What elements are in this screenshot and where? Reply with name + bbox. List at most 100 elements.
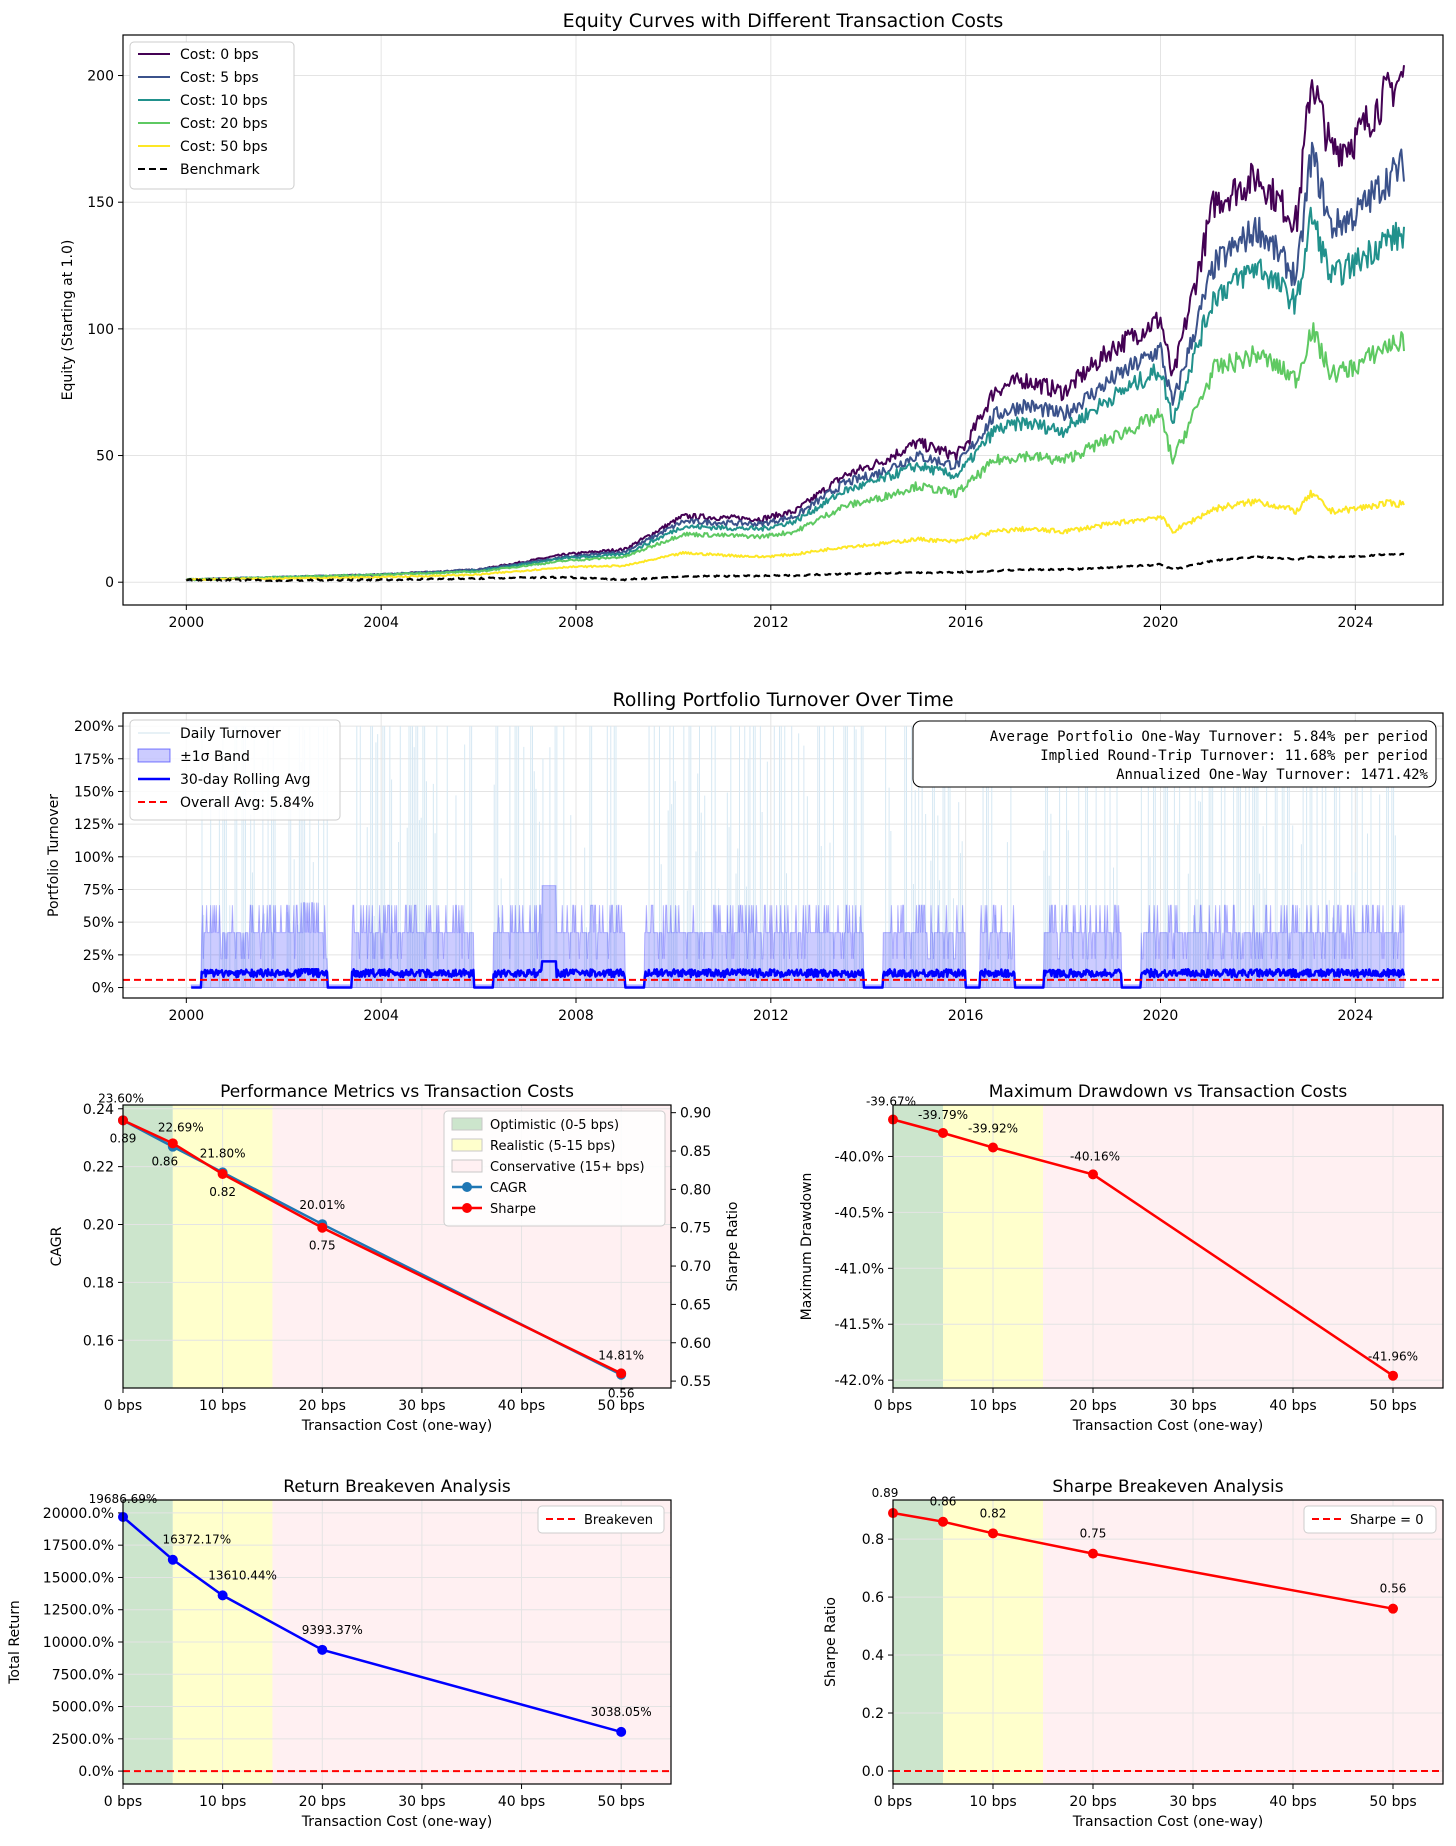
sharpe-point	[217, 1169, 228, 1180]
equity-line-2	[186, 206, 1405, 582]
x-tick-label: 0 bps	[874, 1398, 912, 1414]
x-tick-label: 2016	[948, 615, 984, 631]
x-tick-label: 10 bps	[199, 1398, 246, 1414]
y-tick-label: 0.4	[862, 1648, 884, 1664]
y-tick-label: 125%	[74, 817, 114, 833]
sharpe-point	[317, 1222, 328, 1233]
y-tick-label: 0.0%	[78, 1764, 114, 1780]
turnover-axes-frame	[122, 712, 1444, 999]
x-tick-label: 10 bps	[969, 1794, 1016, 1810]
cagr-data-label: 20.01%	[299, 1198, 345, 1212]
legend-marker	[462, 1182, 472, 1192]
data-label: -39.92%	[968, 1122, 1018, 1136]
y-tick-label: 0.18	[83, 1275, 114, 1291]
legend-label: Cost: 5 bps	[180, 70, 259, 86]
cagr-data-label: 21.80%	[200, 1146, 246, 1160]
data-label: -39.79%	[918, 1108, 968, 1122]
legend-label: ±1σ Band	[180, 749, 250, 765]
data-point	[1088, 1548, 1098, 1559]
chart-title: Equity Curves with Different Transaction…	[563, 10, 1004, 32]
x-tick-label: 2024	[1338, 1008, 1374, 1024]
sharpe-data-label: 0.56	[608, 1386, 635, 1400]
x-tick-label: 20 bps	[299, 1794, 346, 1810]
legend-label: Cost: 50 bps	[180, 139, 268, 155]
equity-legend: Cost: 0 bps Cost: 5 bps Cost: 10 bps Cost: …	[129, 41, 295, 190]
chart-title: Rolling Portfolio Turnover Over Time	[612, 689, 953, 711]
y-axis-label: Total Return	[7, 1600, 23, 1685]
x-tick-label: 20 bps	[299, 1398, 346, 1414]
y2-tick-label: 0.85	[680, 1144, 711, 1160]
y-tick-label: 15000.0%	[43, 1570, 114, 1586]
y-tick-label: 0.8	[862, 1532, 884, 1548]
drawdown-series: -39.67%-39.79%-39.92% -40.16% -41.96%	[866, 1095, 1418, 1381]
cost-region	[1043, 1500, 1443, 1784]
y-tick-label: 5000.0%	[52, 1700, 114, 1716]
rolling-avg-line	[190, 960, 1406, 989]
sharpe-point	[616, 1368, 627, 1379]
equity-line-5	[186, 552, 1405, 583]
y-axis-label: CAGR	[49, 1226, 65, 1266]
y-tick-label: -41.0%	[834, 1261, 884, 1277]
legend-label: Optimistic (0-5 bps)	[490, 1118, 619, 1133]
data-point	[317, 1644, 328, 1655]
return-axes-frame	[122, 1499, 672, 1785]
y-tick-label: 50%	[83, 915, 114, 931]
cost-region	[1043, 1105, 1443, 1388]
x-tick-label: 2020	[1143, 615, 1179, 631]
turnover-annotation: Average Portfolio One-Way Turnover: 5.84…	[912, 720, 1437, 788]
x-axis-label: Transaction Cost (one-way)	[301, 1418, 492, 1434]
data-label: 19686.69%	[89, 1492, 158, 1506]
data-point	[938, 1516, 948, 1527]
data-label: 3038.05%	[591, 1705, 652, 1719]
sharpe-breakeven-series: 0.89 0.86 0.82 0.75 0.56	[872, 1486, 1406, 1614]
legend-label: Benchmark	[180, 162, 261, 178]
sharpe-data-label: 0.82	[209, 1185, 236, 1199]
y-tick-label: 150%	[74, 784, 114, 800]
legend-label: Cost: 10 bps	[180, 93, 268, 109]
legend-label: Cost: 0 bps	[180, 47, 259, 63]
y2-tick-label: 0.90	[680, 1106, 711, 1122]
annotation-line: Annualized One-Way Turnover: 1471.42%	[1116, 767, 1428, 783]
y-tick-label: 2500.0%	[52, 1732, 114, 1748]
legend-label: Realistic (5-15 bps)	[490, 1139, 615, 1154]
x-tick-label: 30 bps	[398, 1398, 445, 1414]
data-label: 0.89	[872, 1486, 899, 1500]
legend-box	[129, 41, 295, 190]
x-tick-label: 2012	[753, 1008, 789, 1024]
data-point	[1088, 1169, 1098, 1180]
y2-tick-label: 0.80	[680, 1182, 711, 1198]
legend-label: Conservative (15+ bps)	[490, 1160, 645, 1175]
x-tick-label: 10 bps	[969, 1398, 1016, 1414]
y-tick-label: 0%	[92, 981, 114, 997]
sharpe-point	[167, 1138, 178, 1149]
equity-axes-frame	[122, 34, 1444, 606]
y-tick-label: 50	[96, 449, 114, 465]
x-tick-label: 10 bps	[199, 1794, 246, 1810]
y-tick-label: 25%	[83, 948, 114, 964]
axes-ticks-3: 0 bps 10 bps 20 bps 30 bps 40 bps 50 bps -42.0…	[834, 1105, 1443, 1414]
chart-title: Sharpe Breakeven Analysis	[1052, 1477, 1283, 1497]
x-tick-label: 2024	[1338, 615, 1374, 631]
data-point	[1388, 1603, 1398, 1614]
cost-region	[893, 1105, 943, 1388]
sharpe-data-label: 0.75	[309, 1239, 336, 1253]
y-tick-label: -41.5%	[834, 1317, 884, 1333]
x-tick-label: 50 bps	[1369, 1794, 1416, 1810]
y-tick-label: 0.6	[862, 1590, 884, 1606]
y-axis-label: Equity (Starting at 1.0)	[60, 240, 76, 401]
y-tick-label: 0	[105, 575, 114, 591]
y2-tick-label: 0.65	[680, 1297, 711, 1313]
legend-label: 30-day Rolling Avg	[180, 772, 311, 788]
x-tick-label: 2012	[753, 615, 789, 631]
chart-title: Performance Metrics vs Transaction Costs	[220, 1082, 574, 1102]
x-axis-label: Transaction Cost (one-way)	[1072, 1814, 1263, 1830]
data-label: -39.67%	[866, 1095, 916, 1109]
y-tick-label: 75%	[83, 882, 114, 898]
y2-tick-label: 0.75	[680, 1221, 711, 1237]
drawdown-axes-frame	[892, 1104, 1444, 1389]
data-point	[988, 1528, 998, 1539]
x-axis-label: Transaction Cost (one-way)	[1072, 1418, 1263, 1434]
y-tick-label: -40.0%	[834, 1149, 884, 1165]
equity-line-0	[185, 65, 1405, 582]
